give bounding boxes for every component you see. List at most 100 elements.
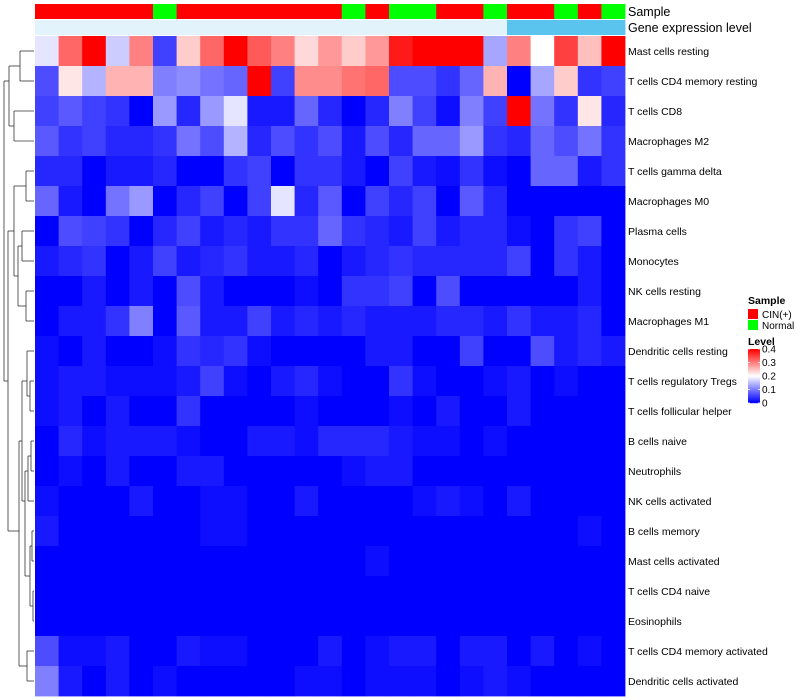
heatmap-cell [483, 276, 508, 307]
heatmap-cell [82, 666, 107, 697]
heatmap-cell [271, 66, 295, 97]
heatmap-cell [223, 666, 248, 697]
heatmap-cell [271, 216, 295, 247]
legend-gradient-strip [748, 385, 760, 387]
heatmap-cell [176, 186, 201, 217]
heatmap-cell [176, 366, 201, 397]
annotation-cell [176, 20, 201, 35]
heatmap-cell [129, 396, 154, 427]
heatmap-cell [58, 666, 83, 697]
heatmap-cell [223, 546, 248, 577]
heatmap-cell [341, 96, 366, 127]
heatmap-cell [200, 666, 225, 697]
heatmap-cell [459, 666, 484, 697]
heatmap-cell [82, 516, 107, 547]
heatmap-cell [294, 546, 319, 577]
heatmap-cell [294, 486, 319, 517]
annotation-cell [318, 4, 343, 19]
heatmap-cell [200, 576, 225, 607]
annotation-cell [483, 20, 508, 35]
legend-gradient-strip [748, 400, 760, 402]
annotation-cell [601, 20, 626, 35]
heatmap-cell [223, 576, 248, 607]
heatmap-cell [35, 126, 59, 157]
heatmap-cell [577, 336, 602, 367]
heatmap-cell [554, 486, 579, 517]
legend-gradient-strip [748, 375, 760, 377]
heatmap-cell [412, 336, 437, 367]
heatmap-cell [389, 636, 413, 667]
heatmap-cell [483, 66, 508, 97]
heatmap-cell [82, 186, 107, 217]
heatmap-cell [483, 186, 508, 217]
heatmap-cell [412, 576, 437, 607]
annotation-cell [412, 20, 437, 35]
legend-gradient-strip [748, 399, 760, 401]
heatmap-cell [365, 246, 390, 277]
annotation-cell [341, 4, 366, 19]
heatmap-cell [223, 396, 248, 427]
heatmap-cell [601, 336, 626, 367]
heatmap-cell [105, 336, 130, 367]
heatmap-cell [271, 486, 295, 517]
heatmap-cell [365, 336, 390, 367]
heatmap-cell [129, 366, 154, 397]
row-label: T cells CD4 naive [628, 586, 710, 598]
heatmap-cell [365, 366, 390, 397]
heatmap-cell [577, 546, 602, 577]
annotation-track-label: Sample [628, 5, 670, 19]
heatmap-cell [412, 186, 437, 217]
annotation-cell [200, 4, 225, 19]
legend-gradient-strip [748, 354, 760, 356]
heatmap-cell [58, 636, 83, 667]
heatmap-cell [247, 576, 272, 607]
heatmap-cell [601, 126, 626, 157]
heatmap-cell [247, 66, 272, 97]
heatmap-cell [389, 426, 413, 457]
row-label: B cells naive [628, 436, 687, 448]
legend-level-tick-label: 0.3 [762, 358, 776, 369]
heatmap-cell [223, 246, 248, 277]
heatmap-cell [294, 246, 319, 277]
heatmap-cell [436, 246, 461, 277]
heatmap-cell [459, 426, 484, 457]
annotation-cell [200, 20, 225, 35]
annotation-cell [247, 4, 272, 19]
heatmap-cell [271, 546, 295, 577]
heatmap-cell [459, 456, 484, 487]
heatmap-cell [365, 36, 390, 67]
heatmap-cell [554, 396, 579, 427]
heatmap-cell [601, 636, 626, 667]
heatmap-cell [554, 156, 579, 187]
heatmap-cell [530, 96, 555, 127]
heatmap-cell [507, 636, 531, 667]
heatmap-cell [601, 96, 626, 127]
annotation-cell [271, 20, 295, 35]
heatmap-cell [129, 36, 154, 67]
legend-gradient-strip [748, 362, 760, 364]
heatmap-cell [483, 36, 508, 67]
heatmap-cell [412, 486, 437, 517]
annotation-cell [554, 20, 579, 35]
heatmap-cell [554, 216, 579, 247]
heatmap-cell [507, 306, 531, 337]
heatmap-cell [318, 576, 343, 607]
heatmap-cell [341, 66, 366, 97]
heatmap-cell [105, 126, 130, 157]
heatmap-cell [601, 246, 626, 277]
legend-level-tick-label: 0.4 [762, 345, 776, 356]
heatmap-cell [530, 306, 555, 337]
heatmap-cell [436, 336, 461, 367]
heatmap-cell [247, 516, 272, 547]
heatmap-cell [318, 336, 343, 367]
heatmap-cell [507, 126, 531, 157]
heatmap-cell [223, 426, 248, 457]
legend-sample-swatch [748, 309, 758, 319]
heatmap-cell [436, 486, 461, 517]
heatmap-cell [436, 366, 461, 397]
heatmap-cell [601, 186, 626, 217]
heatmap-cell [82, 486, 107, 517]
heatmap-cell [176, 126, 201, 157]
heatmap-cell [577, 456, 602, 487]
legend-gradient-strip [748, 352, 760, 354]
